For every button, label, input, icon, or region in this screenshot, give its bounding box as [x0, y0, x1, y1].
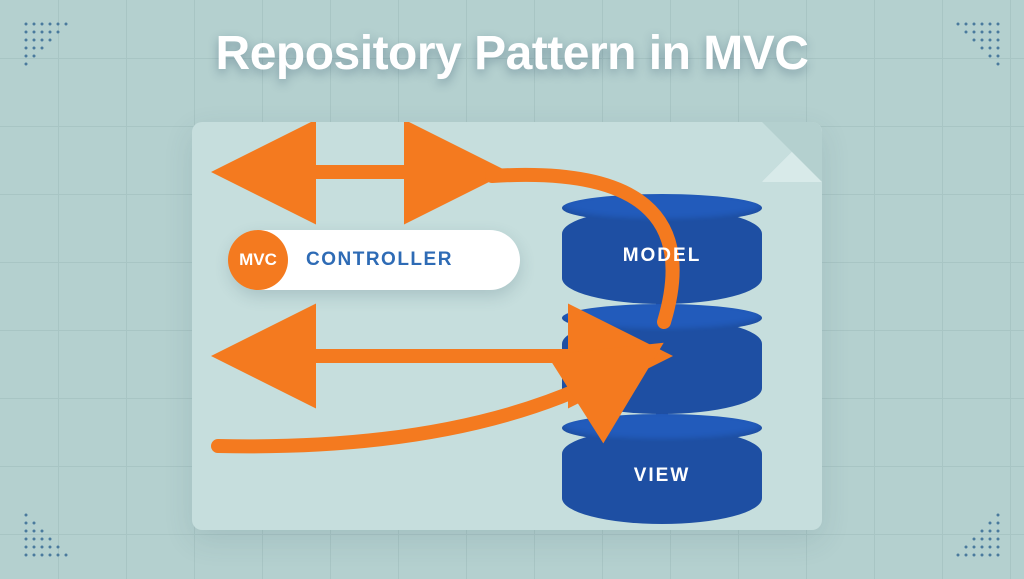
cylinder-stack: MODEL VIEW [562, 208, 762, 524]
page-title: Repository Pattern in MVC [0, 26, 1024, 81]
corner-decor-bl [20, 501, 80, 561]
cylinder-mid [562, 318, 762, 414]
controller-pill: MVC CONTROLLER [230, 230, 520, 290]
cylinder-view: VIEW [562, 428, 762, 524]
cylinder-label: MODEL [623, 245, 702, 267]
corner-decor-br [944, 501, 1004, 561]
cylinder-model: MODEL [562, 208, 762, 304]
cylinder-label: VIEW [634, 465, 691, 487]
mvc-badge: MVC [228, 230, 288, 290]
panel-fold [762, 122, 822, 182]
controller-label: CONTROLLER [306, 249, 453, 271]
diagram-panel: MVC CONTROLLER MODEL VIEW [192, 122, 822, 530]
